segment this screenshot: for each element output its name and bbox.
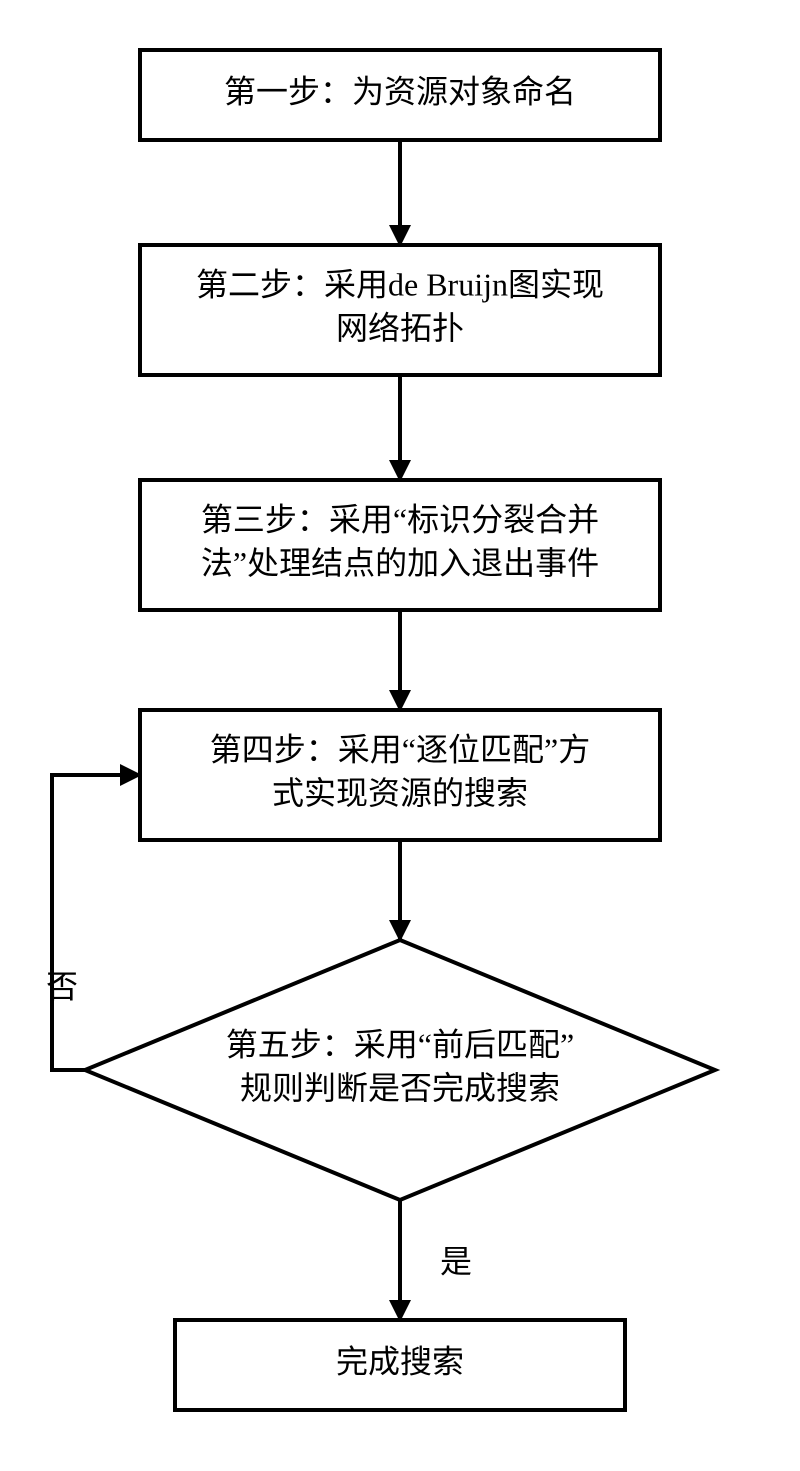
- edge-e6-label: 否: [46, 968, 78, 1004]
- node-step3: 第三步：采用“标识分裂合并法”处理结点的加入退出事件: [140, 480, 660, 610]
- step5-label-line-1: 规则判断是否完成搜索: [240, 1070, 560, 1106]
- edge-e6: 否: [46, 775, 140, 1070]
- node-step5: 第五步：采用“前后匹配” 规则判断是否完成搜索: [85, 940, 715, 1200]
- step4-label-line-1: 式实现资源的搜索: [272, 775, 528, 811]
- edge-e6-line: [52, 775, 140, 1070]
- node-step2: 第二步：采用de Bruijn图实现网络拓扑: [140, 245, 660, 375]
- flowchart-diagram: 是否 第一步：为资源对象命名第二步：采用de Bruijn图实现网络拓扑第三步：…: [0, 0, 800, 1471]
- step5-label-line-0: 第五步：采用“前后匹配”: [226, 1027, 574, 1063]
- node-step4: 第四步：采用“逐位匹配”方式实现资源的搜索: [140, 710, 660, 840]
- edge-e5-label: 是: [440, 1243, 472, 1279]
- step3-label-line-0: 第三步：采用“标识分裂合并: [201, 502, 599, 538]
- node-step1: 第一步：为资源对象命名: [140, 50, 660, 140]
- node-finish: 完成搜索: [175, 1320, 625, 1410]
- finish-label-line-0: 完成搜索: [336, 1343, 464, 1379]
- edge-e5: 是: [400, 1200, 472, 1320]
- step2-label-line-1: 网络拓扑: [336, 310, 464, 346]
- step1-label-line-0: 第一步：为资源对象命名: [224, 73, 576, 109]
- step3-label-line-1: 法”处理结点的加入退出事件: [201, 545, 599, 581]
- step2-label-line-0: 第二步：采用de Bruijn图实现: [196, 267, 604, 303]
- step4-label-line-0: 第四步：采用“逐位匹配”方: [210, 732, 590, 768]
